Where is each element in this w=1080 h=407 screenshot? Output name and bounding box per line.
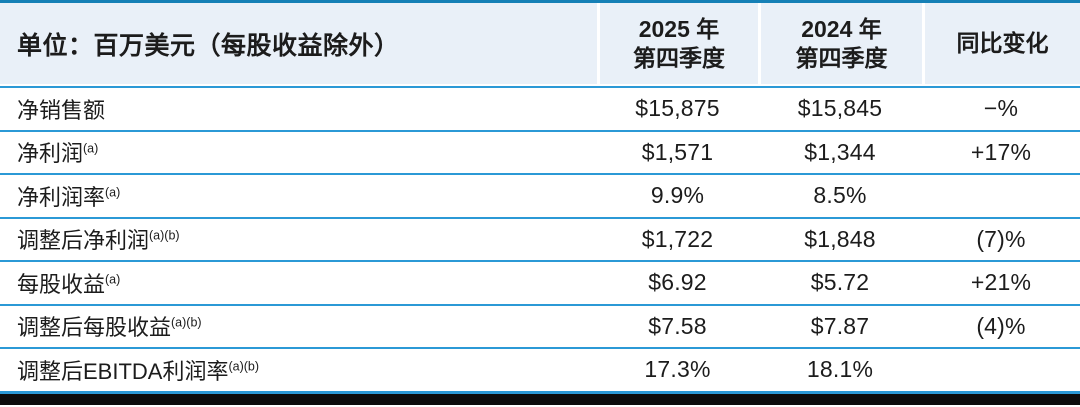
column-header-2024-q4: 2024 年 第四季度 [758,3,922,84]
value-2025-q4: $1,722 [641,225,714,252]
column-header-2024-line1: 2024 年 [801,15,882,42]
value-2024-q4: $1,344 [804,138,876,165]
value-2024-q4: $1,848 [804,225,876,252]
value-2025-q4: $7.58 [648,312,707,339]
row-footnote: (a)(b) [228,359,260,374]
column-header-2025-line2: 第四季度 [633,44,725,71]
row-label-text: 调整后EBITDA利润率 [17,358,229,384]
row-label-text: 净销售额 [17,97,106,123]
table-row-net-sales: 净销售额 $15,875 $15,845 −% [0,86,1080,130]
value-2025-q4: 17.3% [644,356,711,383]
table-bottom-bar [0,393,1080,405]
row-footnote: (a)(b) [149,228,180,243]
row-label: 净利润(a) [0,136,597,168]
row-label: 净销售额 [0,93,597,125]
value-2024-q4: 18.1% [806,356,874,383]
value-2024-q4: $15,845 [797,95,883,122]
row-label: 调整后EBITDA利润率(a)(b) [0,354,597,386]
column-header-2025-line1: 2025 年 [638,15,720,42]
row-label: 每股收益(a) [0,267,597,299]
table-bottom-rule [0,390,1080,394]
row-label-text: 调整后每股收益 [17,315,172,341]
row-label: 调整后每股收益(a)(b) [0,310,597,342]
row-label: 调整后净利润(a)(b) [0,223,597,255]
value-yoy-change: (4)% [976,312,1026,339]
row-footnote: (a) [83,141,99,156]
value-2025-q4: $1,571 [641,138,714,165]
table-row-net-income: 净利润(a) $1,571 $1,344 +17% [0,129,1080,174]
value-yoy-change: (7)% [976,225,1026,252]
value-yoy-change: −% [983,95,1019,122]
table-row-adjusted-net-income: 调整后净利润(a)(b) $1,722 $1,848 (7)% [0,216,1080,261]
unit-label: 单位：百万美元（每股收益除外） [0,3,597,84]
row-label-text: 调整后净利润 [17,228,150,254]
table-top-rule [0,0,1080,3]
column-header-2024-line2: 第四季度 [795,44,888,71]
row-label-text: 净利润 [17,141,84,167]
table-row-net-margin: 净利润率(a) 9.9% 8.5% [0,173,1080,217]
row-label-text: 每股收益 [17,271,106,297]
value-2024-q4: $7.87 [810,312,870,339]
row-footnote: (a) [105,185,121,200]
value-2025-q4: $15,875 [635,95,720,122]
value-2025-q4: 9.9% [650,182,705,209]
column-header-yoy-change: 同比变化 [922,3,1080,84]
column-header-yoy-label: 同比变化 [956,30,1049,57]
table-row-eps: 每股收益(a) $6.92 $5.72 +21% [0,260,1080,304]
row-label-text: 净利润率 [17,184,106,210]
table-header-row: 单位：百万美元（每股收益除外） 2025 年 第四季度 2024 年 第四季度 … [0,3,1080,84]
row-footnote: (a) [105,272,121,287]
value-yoy-change: +21% [970,269,1032,296]
column-header-2025-q4: 2025 年 第四季度 [597,3,758,84]
row-label: 净利润率(a) [0,180,597,212]
value-2025-q4: $6.92 [648,269,707,296]
table-row-adjusted-eps: 调整后每股收益(a)(b) $7.58 $7.87 (4)% [0,303,1080,348]
value-2024-q4: $5.72 [810,269,870,296]
table-row-adjusted-ebitda-margin: 调整后EBITDA利润率(a)(b) 17.3% 18.1% [0,347,1080,391]
value-yoy-change: +17% [970,138,1032,165]
value-2024-q4: 8.5% [813,182,867,209]
row-footnote: (a)(b) [171,315,202,330]
